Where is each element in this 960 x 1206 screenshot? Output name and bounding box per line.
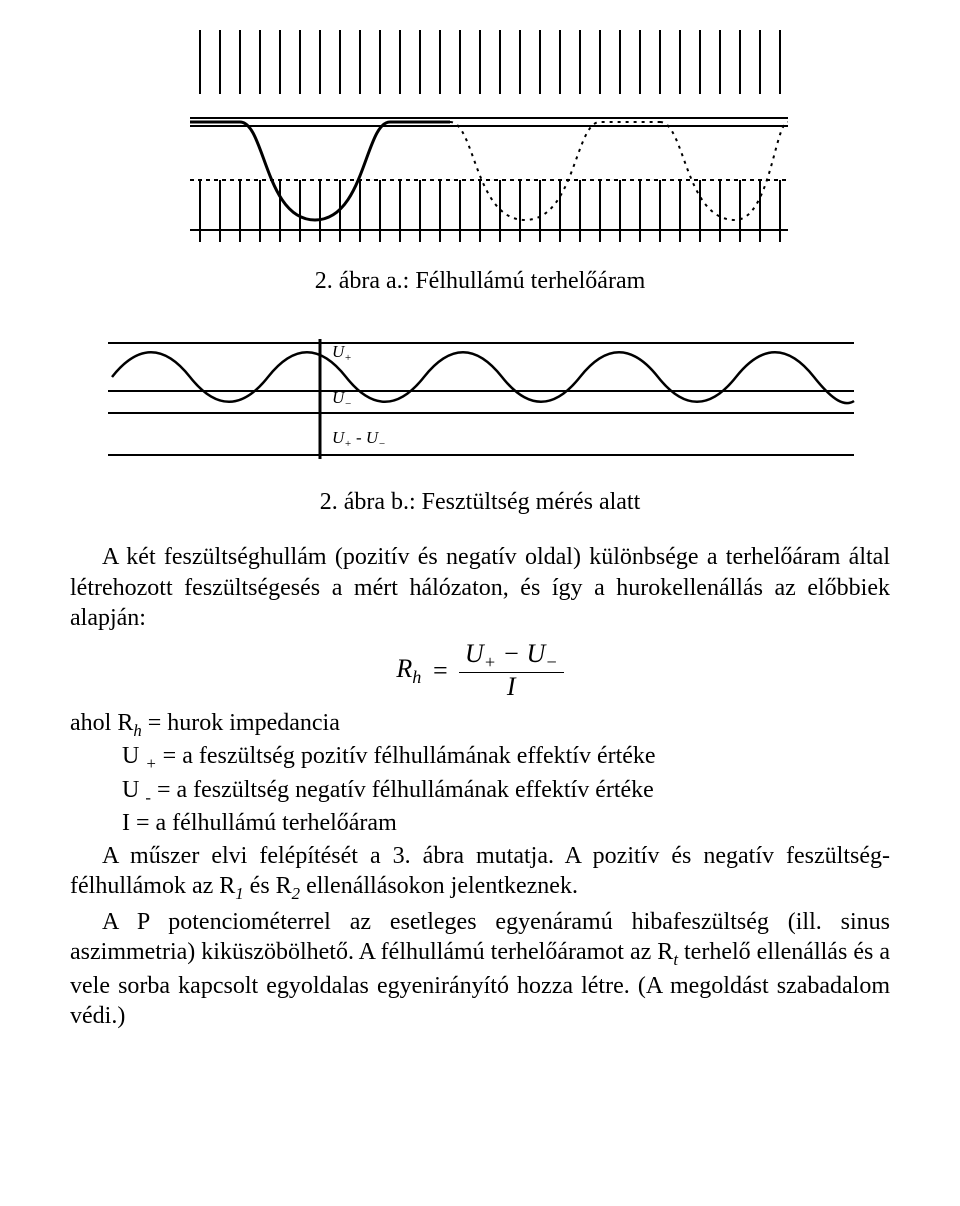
formula-eq: = <box>431 656 449 686</box>
svg-text:U+: U+ <box>332 342 352 364</box>
page: 2. ábra a.: Félhullámú terhelőáram U+ U−… <box>0 0 960 1064</box>
formula-rh: Rh = U+ − U− I <box>70 640 890 702</box>
formula-fraction: U+ − U− I <box>459 640 564 702</box>
def-rh: ahol Rh = hurok impedancia <box>70 708 890 741</box>
paragraph-intro: A két feszültséghullám (pozitív és negat… <box>70 542 890 634</box>
definitions: ahol Rh = hurok impedancia U + = a feszü… <box>70 708 890 839</box>
def-uminus: U - = a feszültség negatív félhullámának… <box>122 775 890 808</box>
figure-1-oscilloscope <box>170 20 790 250</box>
formula-lhs: R <box>396 654 412 683</box>
def-uplus: U + = a feszültség pozitív félhullámának… <box>122 741 890 774</box>
paragraph-3: A P potenciométerrel az esetleges egyená… <box>70 907 890 1032</box>
figure-1-caption: 2. ábra a.: Félhullámú terhelőáram <box>70 268 890 295</box>
figure-2-caption: 2. ábra b.: Fesztültség mérés alatt <box>70 489 890 516</box>
figure-2-voltage-waveform: U+ U− U+ - U− <box>100 321 860 471</box>
svg-text:U+ - U−: U+ - U− <box>332 428 386 450</box>
formula-lhs-sub: h <box>412 667 421 687</box>
def-i: I = a félhullámú terhelőáram <box>122 808 890 839</box>
paragraph-2: A műszer elvi felépítését a 3. ábra muta… <box>70 841 890 905</box>
